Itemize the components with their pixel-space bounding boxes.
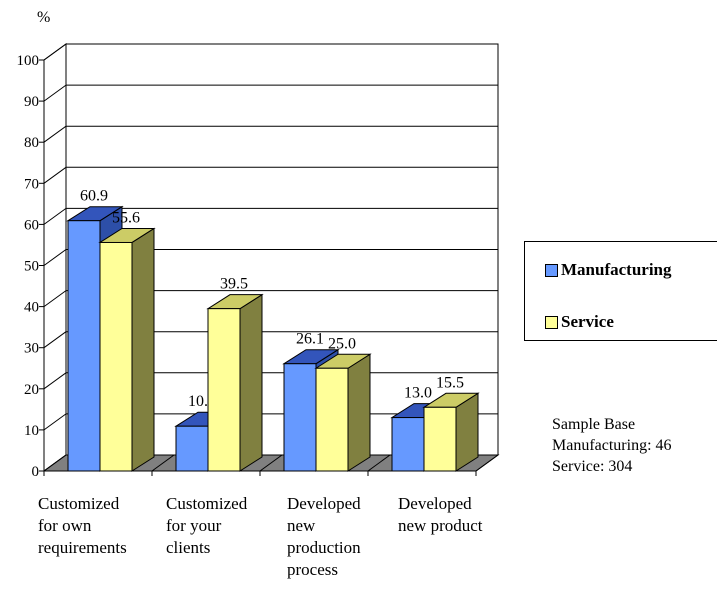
data-label-manufacturing: 13.0 [404,385,432,402]
x-tick-label-line: Developed [398,494,472,513]
bar-service [315,367,349,472]
gridline-side [43,125,67,143]
gridline-side [43,290,67,308]
bar-manufacturing [67,220,101,472]
bar-manufacturing [175,425,209,472]
gridline-side [43,413,67,431]
bar-manufacturing [391,417,425,472]
gridline-side [43,249,67,266]
bar-service [423,406,457,472]
y-tick-label: 80 [24,135,39,151]
x-tick-label: Developed new production process [287,493,417,581]
x-tick-label-line: new [287,516,316,535]
bar-service-side [239,293,263,472]
data-label-service: 15.5 [436,374,464,391]
y-unit-label: % [37,9,51,26]
legend-label-manufacturing: Manufacturing [561,260,672,279]
x-tick-label: Developed new product [398,493,528,537]
manufacturing-swatch [545,263,558,277]
x-tick-label: Customized for your clients [166,493,296,559]
gridline-side [43,331,67,349]
floor-divider [475,454,499,472]
data-label-service: 39.5 [220,276,248,293]
y-tick-label: 20 [24,382,39,398]
x-tick-label-line: clients [166,538,211,557]
bar-service [207,308,241,472]
x-tick-label-line: production [287,538,361,557]
x-tick-label: Customized for own requirements [38,493,168,559]
gridline-side [43,372,67,390]
sample-base-service: Service: 304 [552,458,633,475]
x-tick-label-line: for own [38,516,92,535]
sample-base-note: Sample Base Manufacturing: 46 Service: 3… [552,414,672,477]
y-tick-label: 0 [32,464,40,480]
legend-item-manufacturing: Manufacturing [545,260,672,280]
x-tick-label-line: process [287,560,338,579]
legend-item-service: Service [545,312,614,332]
bar-service-side [131,227,155,472]
x-tick-label-line: new product [398,516,483,535]
y-tick-label: 100 [17,53,40,69]
floor-divider [367,454,391,472]
bar-service-side [347,353,371,472]
data-label-manufacturing: 60.9 [80,188,108,205]
floor-divider [43,454,67,472]
y-tick-label: 10 [24,423,39,439]
data-label-service: 55.6 [112,209,140,226]
x-tick-label-line: Developed [287,494,361,513]
data-label-service: 25.0 [328,335,356,352]
bar-manufacturing [283,363,317,472]
gridline-side [43,166,67,184]
bar-service [99,241,133,472]
gridline-side [43,43,67,61]
x-tick-label-line: requirements [38,538,127,557]
x-tick-label-line: Customized [38,494,120,513]
y-tick-label: 50 [24,259,39,275]
y-tick-label: 70 [24,176,39,192]
floor-divider [259,454,283,472]
sample-base-title: Sample Base [552,416,636,433]
sample-base-manufacturing: Manufacturing: 46 [552,437,672,454]
y-tick-label: 60 [24,217,39,233]
data-label-manufacturing: 26.1 [296,331,324,348]
legend-label-service: Service [561,312,614,331]
gridline-side [43,84,67,102]
x-tick-label-line: Customized [166,494,248,513]
gridline-side [43,207,67,225]
y-tick-label: 40 [24,300,39,316]
y-tick-label: 30 [24,341,39,357]
service-swatch [545,315,558,329]
floor-divider [151,454,175,472]
x-tick-label-line: for your [166,516,222,535]
y-tick-label: 90 [24,94,39,110]
legend: Manufacturing Service [524,241,717,341]
